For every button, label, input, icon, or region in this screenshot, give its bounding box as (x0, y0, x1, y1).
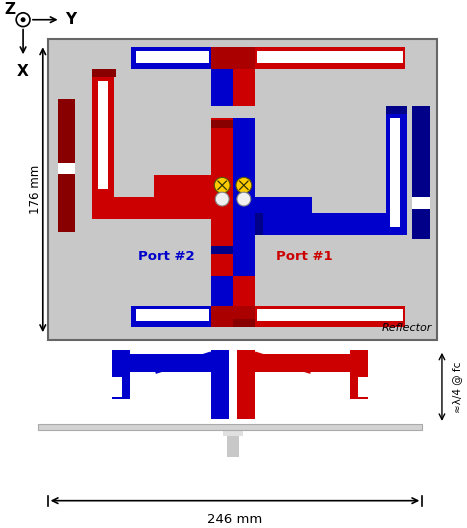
Bar (223, 430, 243, 436)
Bar (350, 350, 368, 399)
Bar (154, 175, 233, 197)
Bar (92, 69, 116, 77)
Bar (386, 107, 407, 115)
Bar (98, 81, 108, 189)
Text: ≈λ/4 @ fᴄ: ≈λ/4 @ fᴄ (452, 361, 462, 412)
Bar (233, 197, 312, 219)
Bar (386, 107, 407, 234)
Bar (57, 163, 75, 174)
Bar (132, 48, 233, 69)
Bar (227, 430, 239, 457)
Bar (112, 350, 129, 399)
Bar (233, 319, 255, 327)
Circle shape (236, 177, 252, 193)
Bar (92, 69, 114, 77)
Text: Reflector: Reflector (382, 323, 432, 333)
Bar (233, 48, 255, 107)
Bar (92, 69, 114, 197)
Circle shape (21, 17, 26, 22)
Bar (136, 51, 209, 63)
Bar (57, 99, 75, 232)
Bar (38, 424, 422, 430)
Text: Y: Y (65, 12, 77, 27)
Bar (233, 247, 255, 327)
Circle shape (16, 13, 30, 26)
Bar (212, 247, 233, 327)
Bar (233, 48, 405, 69)
Bar (412, 197, 430, 209)
Bar (212, 306, 255, 327)
Bar (212, 350, 229, 419)
Bar (233, 306, 405, 327)
Circle shape (214, 177, 230, 193)
Bar (412, 107, 430, 240)
Bar (212, 120, 233, 128)
Bar (237, 350, 255, 419)
Text: 246 mm: 246 mm (207, 514, 262, 526)
Circle shape (215, 192, 229, 206)
Text: 176 mm: 176 mm (29, 165, 42, 214)
Text: Z: Z (5, 2, 16, 17)
Bar (136, 309, 209, 322)
Bar (212, 48, 255, 69)
Bar (48, 40, 437, 340)
Bar (212, 118, 233, 276)
Bar (358, 378, 368, 397)
Bar (233, 118, 255, 276)
Circle shape (237, 192, 251, 206)
Text: Port #2: Port #2 (138, 250, 194, 263)
Bar (257, 309, 403, 322)
Bar (112, 378, 121, 397)
Bar (390, 118, 400, 227)
Bar (132, 306, 233, 327)
Bar (112, 354, 212, 372)
Bar (38, 424, 422, 430)
Bar (255, 213, 262, 234)
Bar (212, 48, 233, 107)
Bar (92, 197, 233, 219)
Bar (255, 213, 386, 234)
Bar (257, 51, 403, 63)
Bar (212, 247, 233, 254)
Bar (255, 354, 368, 372)
Text: X: X (17, 64, 29, 79)
Text: Port #1: Port #1 (276, 250, 333, 263)
